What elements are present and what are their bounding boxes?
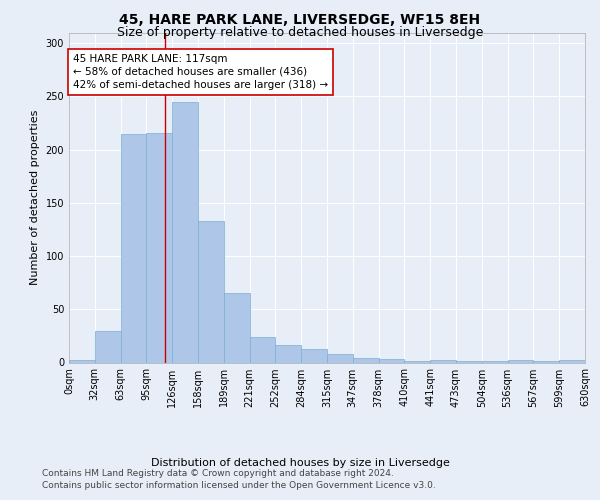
Bar [327, 354, 353, 362]
Bar [250, 337, 275, 362]
Bar [146, 132, 172, 362]
Bar [95, 330, 121, 362]
Bar [301, 348, 327, 362]
Text: 45, HARE PARK LANE, LIVERSEDGE, WF15 8EH: 45, HARE PARK LANE, LIVERSEDGE, WF15 8EH [119, 12, 481, 26]
Text: Contains public sector information licensed under the Open Government Licence v3: Contains public sector information licen… [42, 481, 436, 490]
Bar [430, 360, 456, 362]
Bar [224, 294, 250, 362]
Bar [198, 221, 224, 362]
Y-axis label: Number of detached properties: Number of detached properties [30, 110, 40, 285]
Bar [172, 102, 198, 362]
Text: 45 HARE PARK LANE: 117sqm
← 58% of detached houses are smaller (436)
42% of semi: 45 HARE PARK LANE: 117sqm ← 58% of detac… [73, 54, 328, 90]
Bar [353, 358, 379, 362]
Bar [275, 346, 301, 362]
Bar [121, 134, 146, 362]
Text: Size of property relative to detached houses in Liversedge: Size of property relative to detached ho… [117, 26, 483, 39]
Bar [508, 360, 533, 362]
Bar [69, 360, 95, 362]
Bar [559, 360, 585, 362]
Bar [379, 360, 404, 362]
Text: Contains HM Land Registry data © Crown copyright and database right 2024.: Contains HM Land Registry data © Crown c… [42, 468, 394, 477]
Text: Distribution of detached houses by size in Liversedge: Distribution of detached houses by size … [151, 458, 449, 468]
